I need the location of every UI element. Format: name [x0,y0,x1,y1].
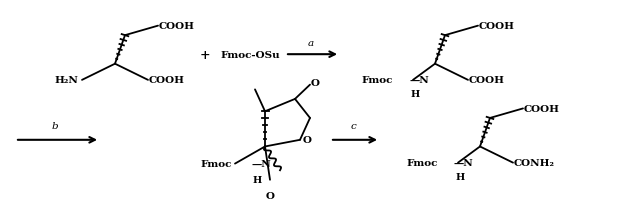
Text: H: H [252,175,262,184]
Text: COOH: COOH [159,22,195,31]
Text: O: O [303,136,312,145]
Text: O: O [266,191,275,200]
Text: CONH₂: CONH₂ [514,158,555,167]
Text: —N: —N [454,158,474,167]
Text: O: O [311,79,320,88]
Text: c: c [350,122,356,131]
Text: H: H [456,172,465,181]
Text: COOH: COOH [524,104,560,113]
Text: H₂N: H₂N [54,76,78,85]
Text: Fmoc: Fmoc [406,158,438,167]
Text: COOH: COOH [469,76,505,85]
Text: Fmoc: Fmoc [200,159,232,168]
Text: —N: —N [251,159,271,168]
Text: b: b [52,122,58,131]
Text: Fmoc: Fmoc [362,76,393,85]
Text: COOH: COOH [479,22,515,31]
Text: H: H [410,90,420,99]
Text: COOH: COOH [149,76,185,85]
Text: Fmoc-OSu: Fmoc-OSu [220,50,280,59]
Text: a: a [308,38,314,47]
Text: —N: —N [409,76,429,85]
Text: +: + [200,48,211,61]
